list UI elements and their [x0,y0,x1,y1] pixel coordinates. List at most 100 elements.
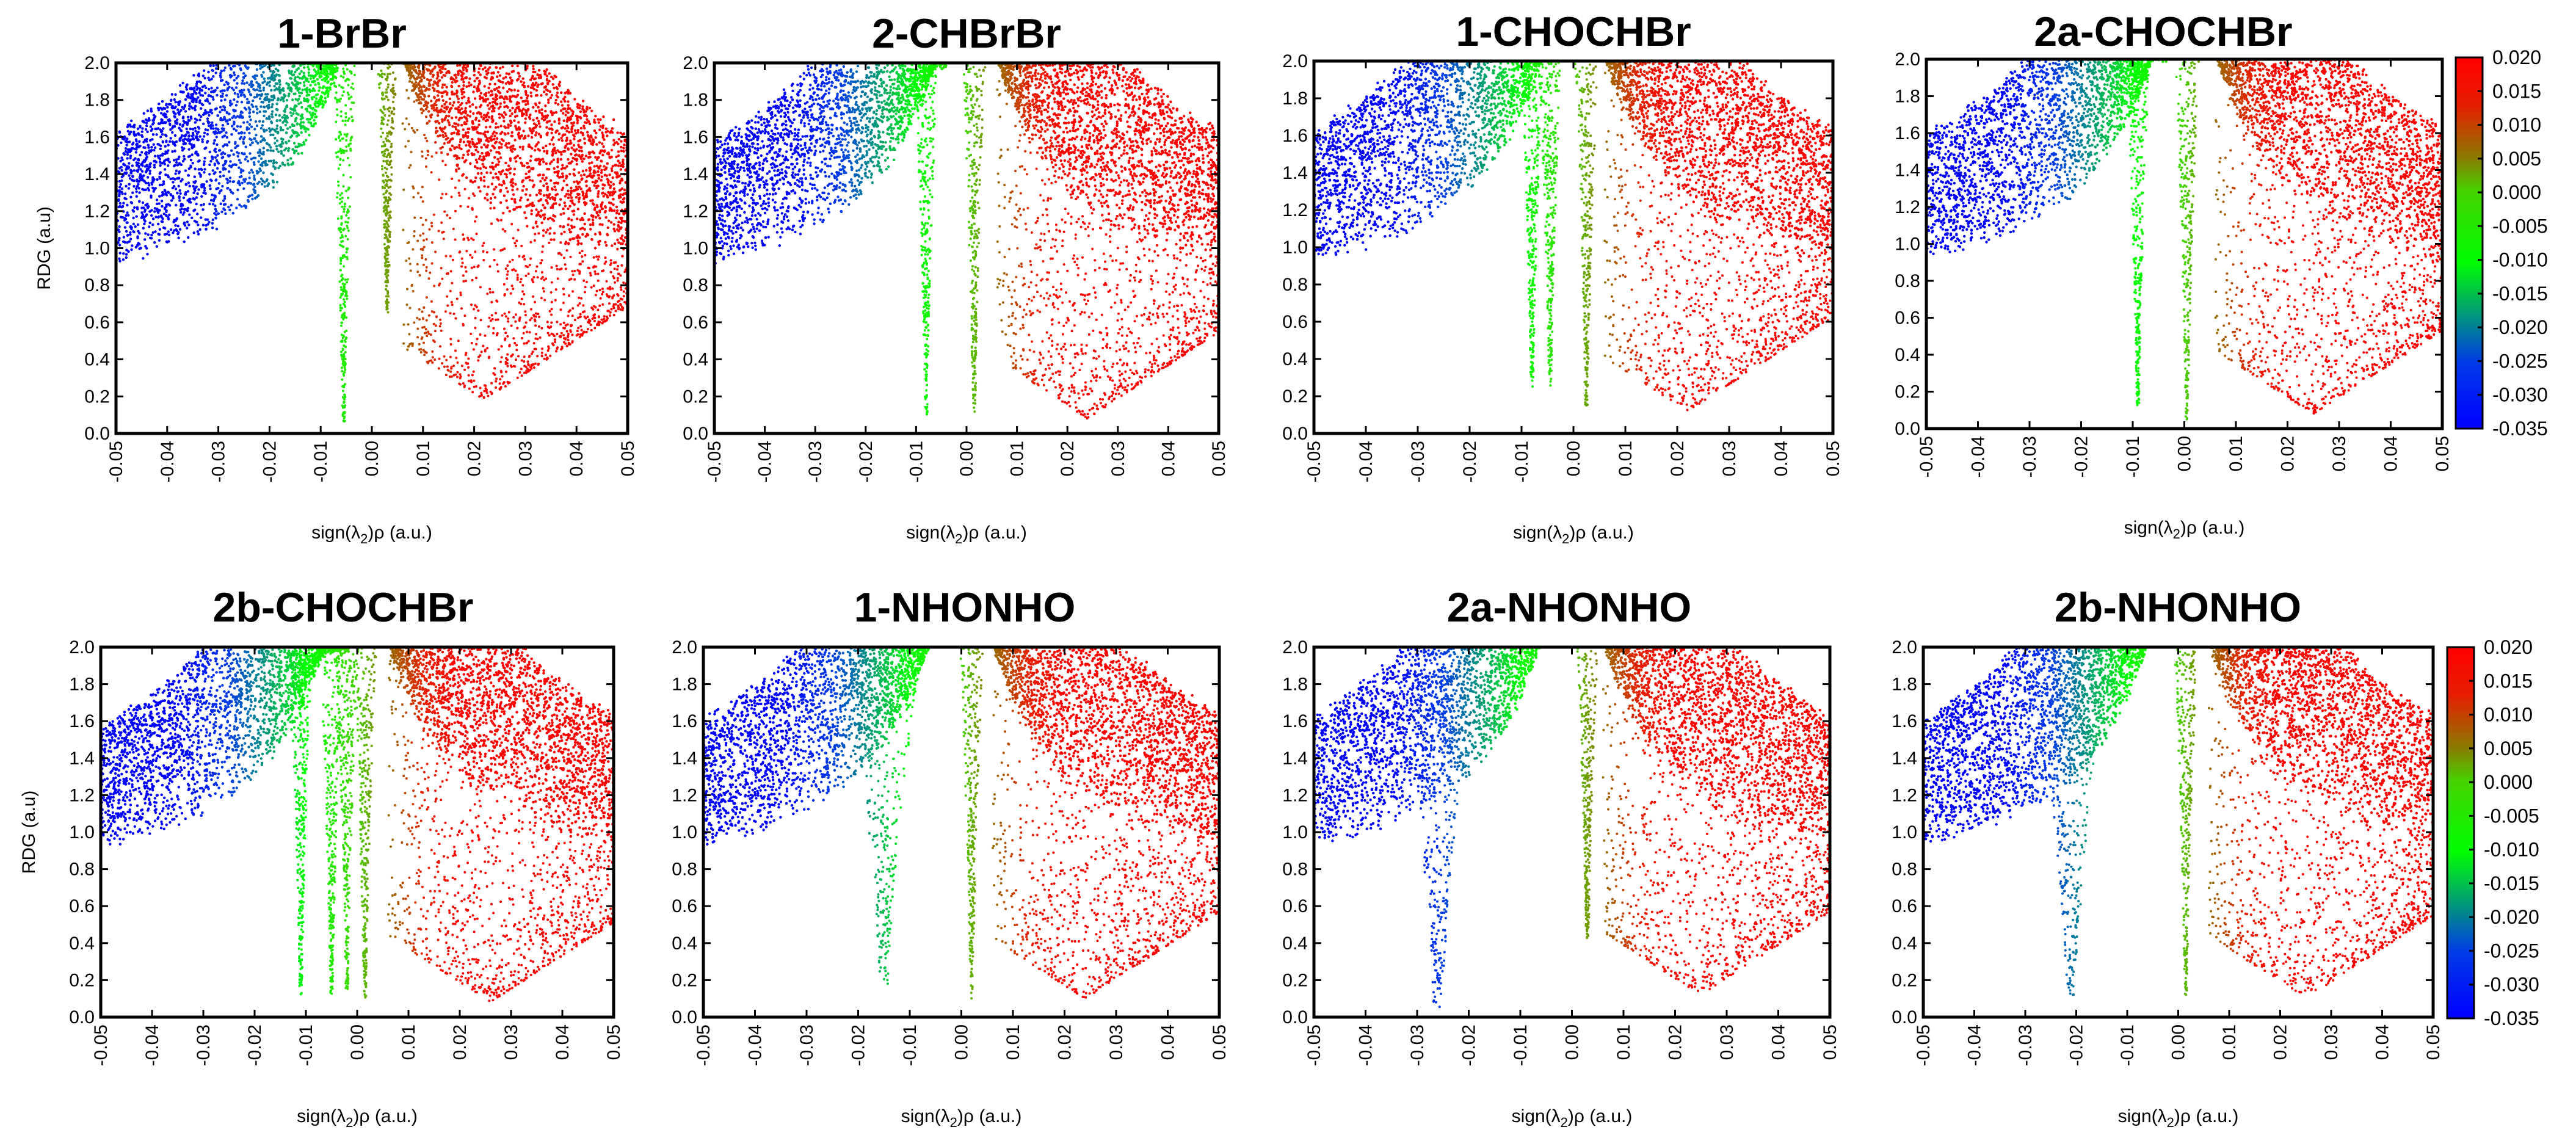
scatter-point [190,93,193,96]
scatter-point [495,186,498,189]
scatter-point [443,110,446,114]
scatter-point [402,228,405,231]
scatter-point [489,59,492,61]
scatter-point [535,225,539,228]
scatter-point [313,74,316,78]
scatter-point [213,139,216,142]
scatter-point [605,174,608,177]
scatter-point [425,238,428,241]
scatter-point [609,270,612,274]
scatter-point [206,132,209,136]
scatter-point [554,338,556,341]
scatter-point [424,88,427,92]
scatter-point [566,323,569,326]
scatter-point [245,155,248,159]
scatter-point [185,84,188,87]
scatter-point [619,200,622,203]
scatter-point [534,324,537,327]
scatter-point [506,273,509,276]
scatter-point [601,223,604,227]
scatter-point [191,131,195,134]
scatter-point [138,191,141,194]
scatter-point [465,120,469,123]
scatter-point [531,86,534,89]
scatter-point [178,123,181,126]
scatter-point [576,158,579,161]
scatter-point [175,203,178,207]
scatter-point [551,77,555,81]
scatter-point [405,65,408,68]
scatter-point [579,227,582,231]
scatter-point [153,178,156,181]
scatter-point [463,187,466,190]
scatter-point [206,100,209,103]
scatter-point [219,71,222,75]
scatter-point [461,174,464,177]
scatter-point [463,161,466,164]
scatter-point [601,183,604,186]
scatter-point [546,217,550,220]
scatter-point [476,161,479,164]
scatter-point [515,160,518,163]
scatter-point [623,189,626,192]
scatter-point [253,189,257,192]
scatter-point [305,94,308,97]
scatter-point [539,76,543,79]
scatter-point [259,126,263,130]
scatter-point [253,128,256,131]
scatter-point [557,132,561,136]
scatter-point [565,120,568,123]
scatter-point [604,256,607,259]
scatter-point [545,200,548,203]
scatter-point [233,73,236,76]
scatter-point [597,177,600,180]
scatter-point [203,76,206,80]
scatter-point [558,84,561,87]
scatter-point [597,308,600,311]
scatter-point [200,107,203,110]
scatter-point [520,374,523,377]
scatter-point [228,208,231,211]
scatter-point [321,106,324,109]
scatter-point [421,336,424,339]
scatter-point [513,242,517,245]
scatter-point [576,239,579,242]
scatter-point [531,76,534,79]
scatter-point [481,68,485,71]
scatter-point [576,115,579,118]
scatter-point [613,230,617,233]
scatter-point [230,67,233,70]
scatter-point [142,146,145,149]
scatter-point [525,188,528,191]
scatter-point [509,157,512,160]
scatter-point [147,146,150,149]
scatter-point [450,195,453,198]
scatter-point [486,104,490,107]
scatter-point [150,233,153,237]
scatter-point [211,227,214,230]
scatter-point [239,94,242,97]
scatter-point [197,188,200,191]
scatter-point [182,107,186,111]
scatter-point [590,328,593,332]
scatter-point [288,89,292,92]
scatter-point [155,128,158,131]
scatter-point [175,118,179,121]
scatter-point [192,231,195,234]
scatter-point [196,137,200,141]
scatter-point [158,103,161,106]
scatter-point [468,197,471,200]
scatter-point [486,198,489,201]
scatter-point [320,99,323,102]
scatter-point [570,191,573,195]
scatter-point [233,92,236,95]
scatter-point [514,320,517,323]
scatter-point [553,120,556,123]
scatter-point [622,162,625,165]
scatter-point [297,67,300,70]
scatter-point [167,191,170,194]
scatter-point [440,76,444,79]
scatter-point [567,242,570,245]
scatter-point [291,124,294,128]
scatter-point [263,110,266,113]
